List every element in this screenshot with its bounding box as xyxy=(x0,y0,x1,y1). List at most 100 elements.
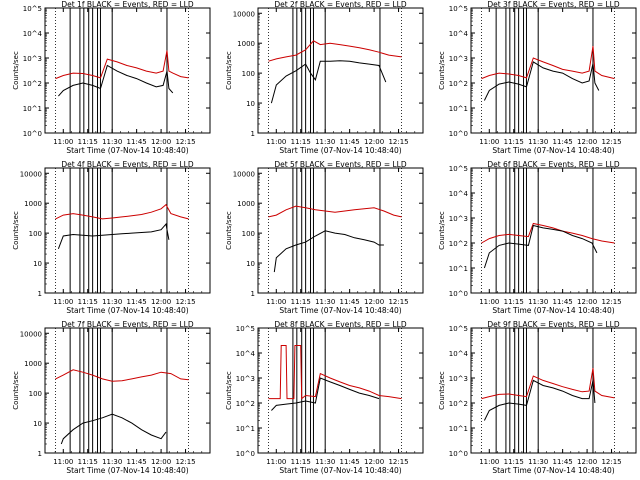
series-group xyxy=(55,50,189,97)
detector-panel-9: 11:00 11:15 11:30 11:45 12:00 12:15 10^0 10^1 10… xyxy=(438,320,637,475)
y-tick-label: 10^1 xyxy=(449,425,468,433)
y-tick-label: 10^0 xyxy=(449,290,468,298)
x-tick-label: 11:30 xyxy=(528,138,548,146)
x-tick-label: 11:45 xyxy=(340,298,360,306)
plot-frame xyxy=(470,327,637,454)
x-axis-label: Start Time (07-Nov-14 10:48:40) xyxy=(492,306,614,315)
y-tick-label: 10^5 xyxy=(449,165,468,173)
y-tick-label: 10^5 xyxy=(449,5,468,13)
y-tick-label: 10^0 xyxy=(236,450,255,458)
x-tick-label: 12:15 xyxy=(388,298,408,306)
plot-frame xyxy=(470,167,637,294)
plot-frame xyxy=(257,7,424,134)
detector-panel-2: 11:00 11:15 11:30 11:45 12:00 12:15 1 10 100 1000… xyxy=(225,0,424,155)
x-tick-label: 11:30 xyxy=(102,458,122,466)
y-tick-label: 10^1 xyxy=(236,425,255,433)
y-tick-label: 10^4 xyxy=(449,190,469,198)
y-tick-label: 1 xyxy=(251,130,255,138)
x-tick-label: 11:00 xyxy=(53,138,73,146)
series-events-line xyxy=(483,379,596,421)
y-tick-label: 10^0 xyxy=(449,450,468,458)
x-tick-label: 11:00 xyxy=(479,458,499,466)
x-axis-label: Start Time (07-Nov-14 10:48:40) xyxy=(66,466,188,475)
panel-title: Det 1f BLACK = Events, RED = LLD xyxy=(61,0,194,9)
series-lld-line xyxy=(55,50,189,80)
x-tick-label: 11:00 xyxy=(266,458,286,466)
x-tick-label: 11:45 xyxy=(127,298,147,306)
x-tick-label: 12:00 xyxy=(577,138,597,146)
series-group xyxy=(268,345,402,411)
plot-frame xyxy=(470,7,637,134)
y-tick-label: 10^1 xyxy=(449,265,468,273)
x-axis-label: Start Time (07-Nov-14 10:48:40) xyxy=(279,146,401,155)
x-tick-label: 12:00 xyxy=(151,298,171,306)
x-tick-label: 11:15 xyxy=(291,458,311,466)
x-tick-label: 11:30 xyxy=(102,298,122,306)
x-tick-label: 11:00 xyxy=(479,298,499,306)
x-tick-label: 12:00 xyxy=(151,138,171,146)
x-tick-label: 11:45 xyxy=(127,138,147,146)
x-tick-label: 12:15 xyxy=(388,458,408,466)
y-tick-label: 10^3 xyxy=(449,375,468,383)
y-axis-label: Counts/sec xyxy=(225,51,233,90)
x-tick-label: 12:15 xyxy=(601,458,621,466)
x-axis-label: Start Time (07-Nov-14 10:48:40) xyxy=(492,146,614,155)
panel-title: Det 8f BLACK = Events, RED = LLD xyxy=(274,320,407,329)
plot-frame xyxy=(44,7,211,134)
series-group xyxy=(55,203,189,249)
x-tick-label: 12:00 xyxy=(577,458,597,466)
x-axis-label: Start Time (07-Nov-14 10:48:40) xyxy=(66,146,188,155)
series-lld-line xyxy=(481,222,615,244)
x-tick-label: 12:15 xyxy=(601,138,621,146)
x-axis-label: Start Time (07-Nov-14 10:48:40) xyxy=(279,306,401,315)
panel-title: Det 4f BLACK = Events, RED = LLD xyxy=(61,160,194,169)
y-tick-label: 10^0 xyxy=(23,130,42,138)
x-axis-label: Start Time (07-Nov-14 10:48:40) xyxy=(279,466,401,475)
x-tick-label: 11:15 xyxy=(78,138,98,146)
y-tick-label: 10^4 xyxy=(23,30,43,38)
y-axis-label: Counts/sec xyxy=(438,51,446,90)
y-tick-label: 100 xyxy=(29,390,42,398)
x-tick-label: 11:30 xyxy=(315,138,335,146)
x-tick-label: 12:15 xyxy=(175,298,195,306)
series-group xyxy=(268,40,402,104)
x-tick-label: 11:15 xyxy=(78,298,98,306)
y-tick-label: 10^4 xyxy=(236,350,256,358)
series-lld-line xyxy=(268,205,402,218)
y-tick-label: 10000 xyxy=(20,170,42,178)
series-events-line xyxy=(483,224,598,269)
y-tick-label: 10^5 xyxy=(236,325,255,333)
y-tick-label: 10^2 xyxy=(449,80,468,88)
detector-panel-3: 11:00 11:15 11:30 11:45 12:00 12:15 10^0 10^1 10… xyxy=(438,0,637,155)
series-lld-line xyxy=(481,46,615,80)
series-group xyxy=(55,369,189,445)
y-axis-label: Counts/sec xyxy=(438,371,446,410)
y-tick-label: 10^1 xyxy=(23,105,42,113)
detector-panel-4: 11:00 11:15 11:30 11:45 12:00 12:15 1 10 100 1000… xyxy=(12,160,211,315)
x-tick-label: 12:00 xyxy=(364,298,384,306)
y-tick-label: 10^5 xyxy=(449,325,468,333)
y-tick-label: 10^3 xyxy=(23,55,42,63)
x-tick-label: 12:15 xyxy=(175,138,195,146)
y-tick-label: 10^4 xyxy=(449,30,469,38)
x-tick-label: 11:15 xyxy=(504,298,524,306)
x-tick-label: 11:30 xyxy=(315,298,335,306)
x-tick-label: 12:00 xyxy=(364,458,384,466)
x-tick-label: 11:15 xyxy=(504,458,524,466)
series-lld-line xyxy=(268,345,402,400)
y-axis-label: Counts/sec xyxy=(438,211,446,250)
series-events-line xyxy=(270,60,387,104)
series-events-line xyxy=(271,377,380,411)
y-tick-label: 10^3 xyxy=(449,215,468,223)
x-tick-label: 12:15 xyxy=(601,298,621,306)
series-events-line xyxy=(60,413,167,445)
x-tick-label: 11:30 xyxy=(102,138,122,146)
series-lld-line xyxy=(481,368,615,400)
detector-panel-6: 11:00 11:15 11:30 11:45 12:00 12:15 10^0 10^1 10… xyxy=(438,160,637,315)
y-tick-label: 1000 xyxy=(24,360,42,368)
y-tick-label: 100 xyxy=(242,70,255,78)
x-axis-label: Start Time (07-Nov-14 10:48:40) xyxy=(66,306,188,315)
x-tick-label: 11:45 xyxy=(127,458,147,466)
x-tick-label: 11:00 xyxy=(53,458,73,466)
